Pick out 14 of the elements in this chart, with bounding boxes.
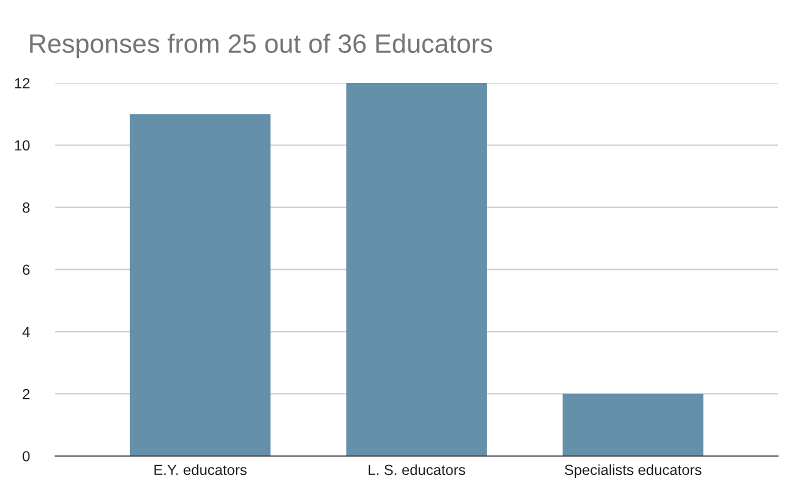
y-tick-label: 4 bbox=[22, 326, 30, 337]
y-tick-label: 0 bbox=[22, 451, 30, 462]
x-tick-label: Specialists educators bbox=[564, 464, 702, 478]
x-tick-label: E.Y. educators bbox=[154, 464, 247, 476]
bar bbox=[346, 82, 487, 456]
y-tick-label: 6 bbox=[22, 264, 30, 275]
bar bbox=[562, 394, 704, 456]
chart-title: Responses from 25 out of 36 Educators bbox=[30, 34, 492, 58]
y-tick-label: 8 bbox=[22, 202, 30, 213]
bar bbox=[130, 114, 271, 456]
y-tick-label: 10 bbox=[15, 140, 30, 151]
y-tick-label: 12 bbox=[15, 78, 30, 88]
x-tick-label: L. S. educators bbox=[368, 464, 466, 476]
y-tick-label: 2 bbox=[22, 388, 30, 400]
